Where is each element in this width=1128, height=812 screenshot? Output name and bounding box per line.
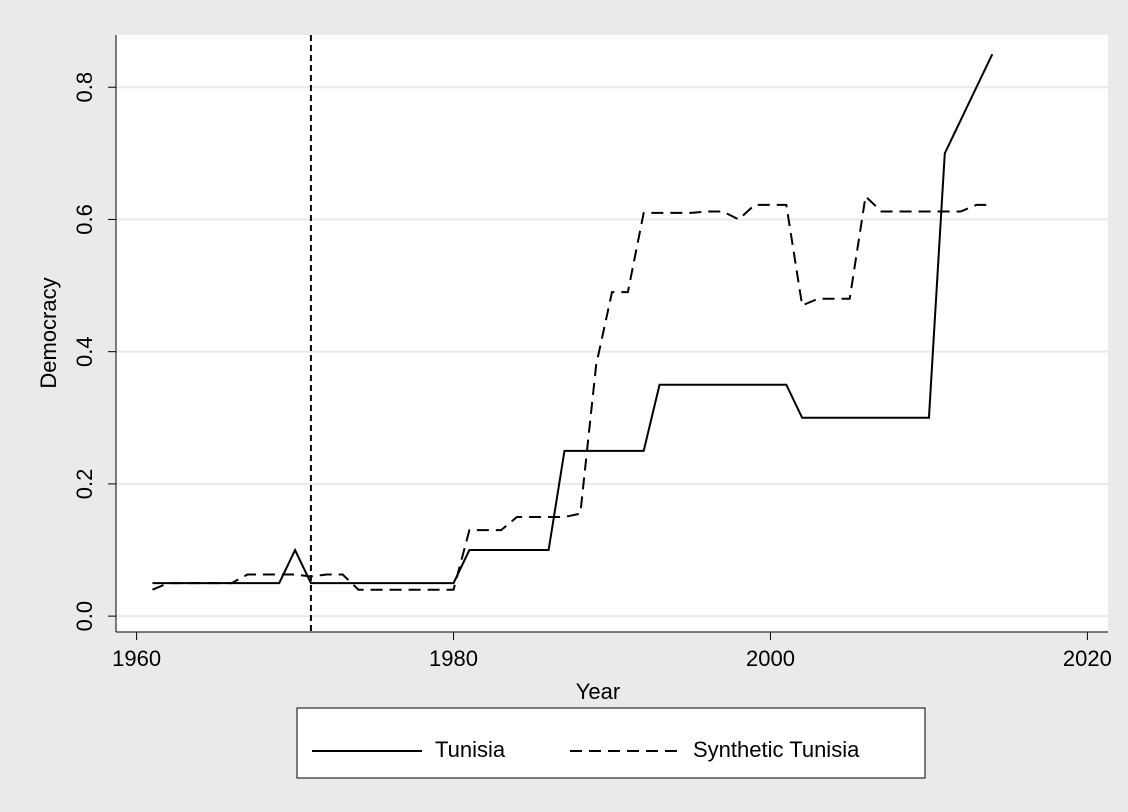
x-tick-label: 2020 xyxy=(1063,646,1112,671)
series-line xyxy=(152,194,993,591)
y-axis-label: Democracy xyxy=(36,277,61,388)
series-line xyxy=(152,53,994,585)
plot-area xyxy=(116,35,1108,632)
y-tick-label: 0.8 xyxy=(72,72,97,103)
y-tick-label: 0.4 xyxy=(72,336,97,367)
y-tick-label: 0.0 xyxy=(72,601,97,632)
x-tick-label: 1960 xyxy=(112,646,161,671)
x-tick-label: 2000 xyxy=(746,646,795,671)
legend-box xyxy=(296,707,926,779)
x-axis-label: Year xyxy=(576,679,620,704)
legend-label: Tunisia xyxy=(435,737,506,762)
y-tick-label: 0.6 xyxy=(72,204,97,235)
legend-label: Synthetic Tunisia xyxy=(693,737,860,762)
x-tick-label: 1980 xyxy=(429,646,478,671)
y-tick-label: 0.2 xyxy=(72,469,97,500)
